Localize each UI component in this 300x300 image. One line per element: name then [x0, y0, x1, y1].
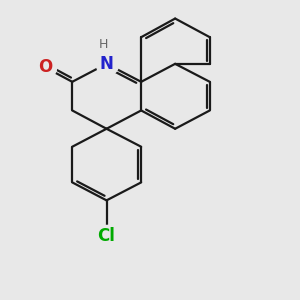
- Text: Cl: Cl: [98, 227, 116, 245]
- Text: N: N: [100, 55, 113, 73]
- Text: H: H: [98, 38, 108, 51]
- Text: O: O: [38, 58, 52, 76]
